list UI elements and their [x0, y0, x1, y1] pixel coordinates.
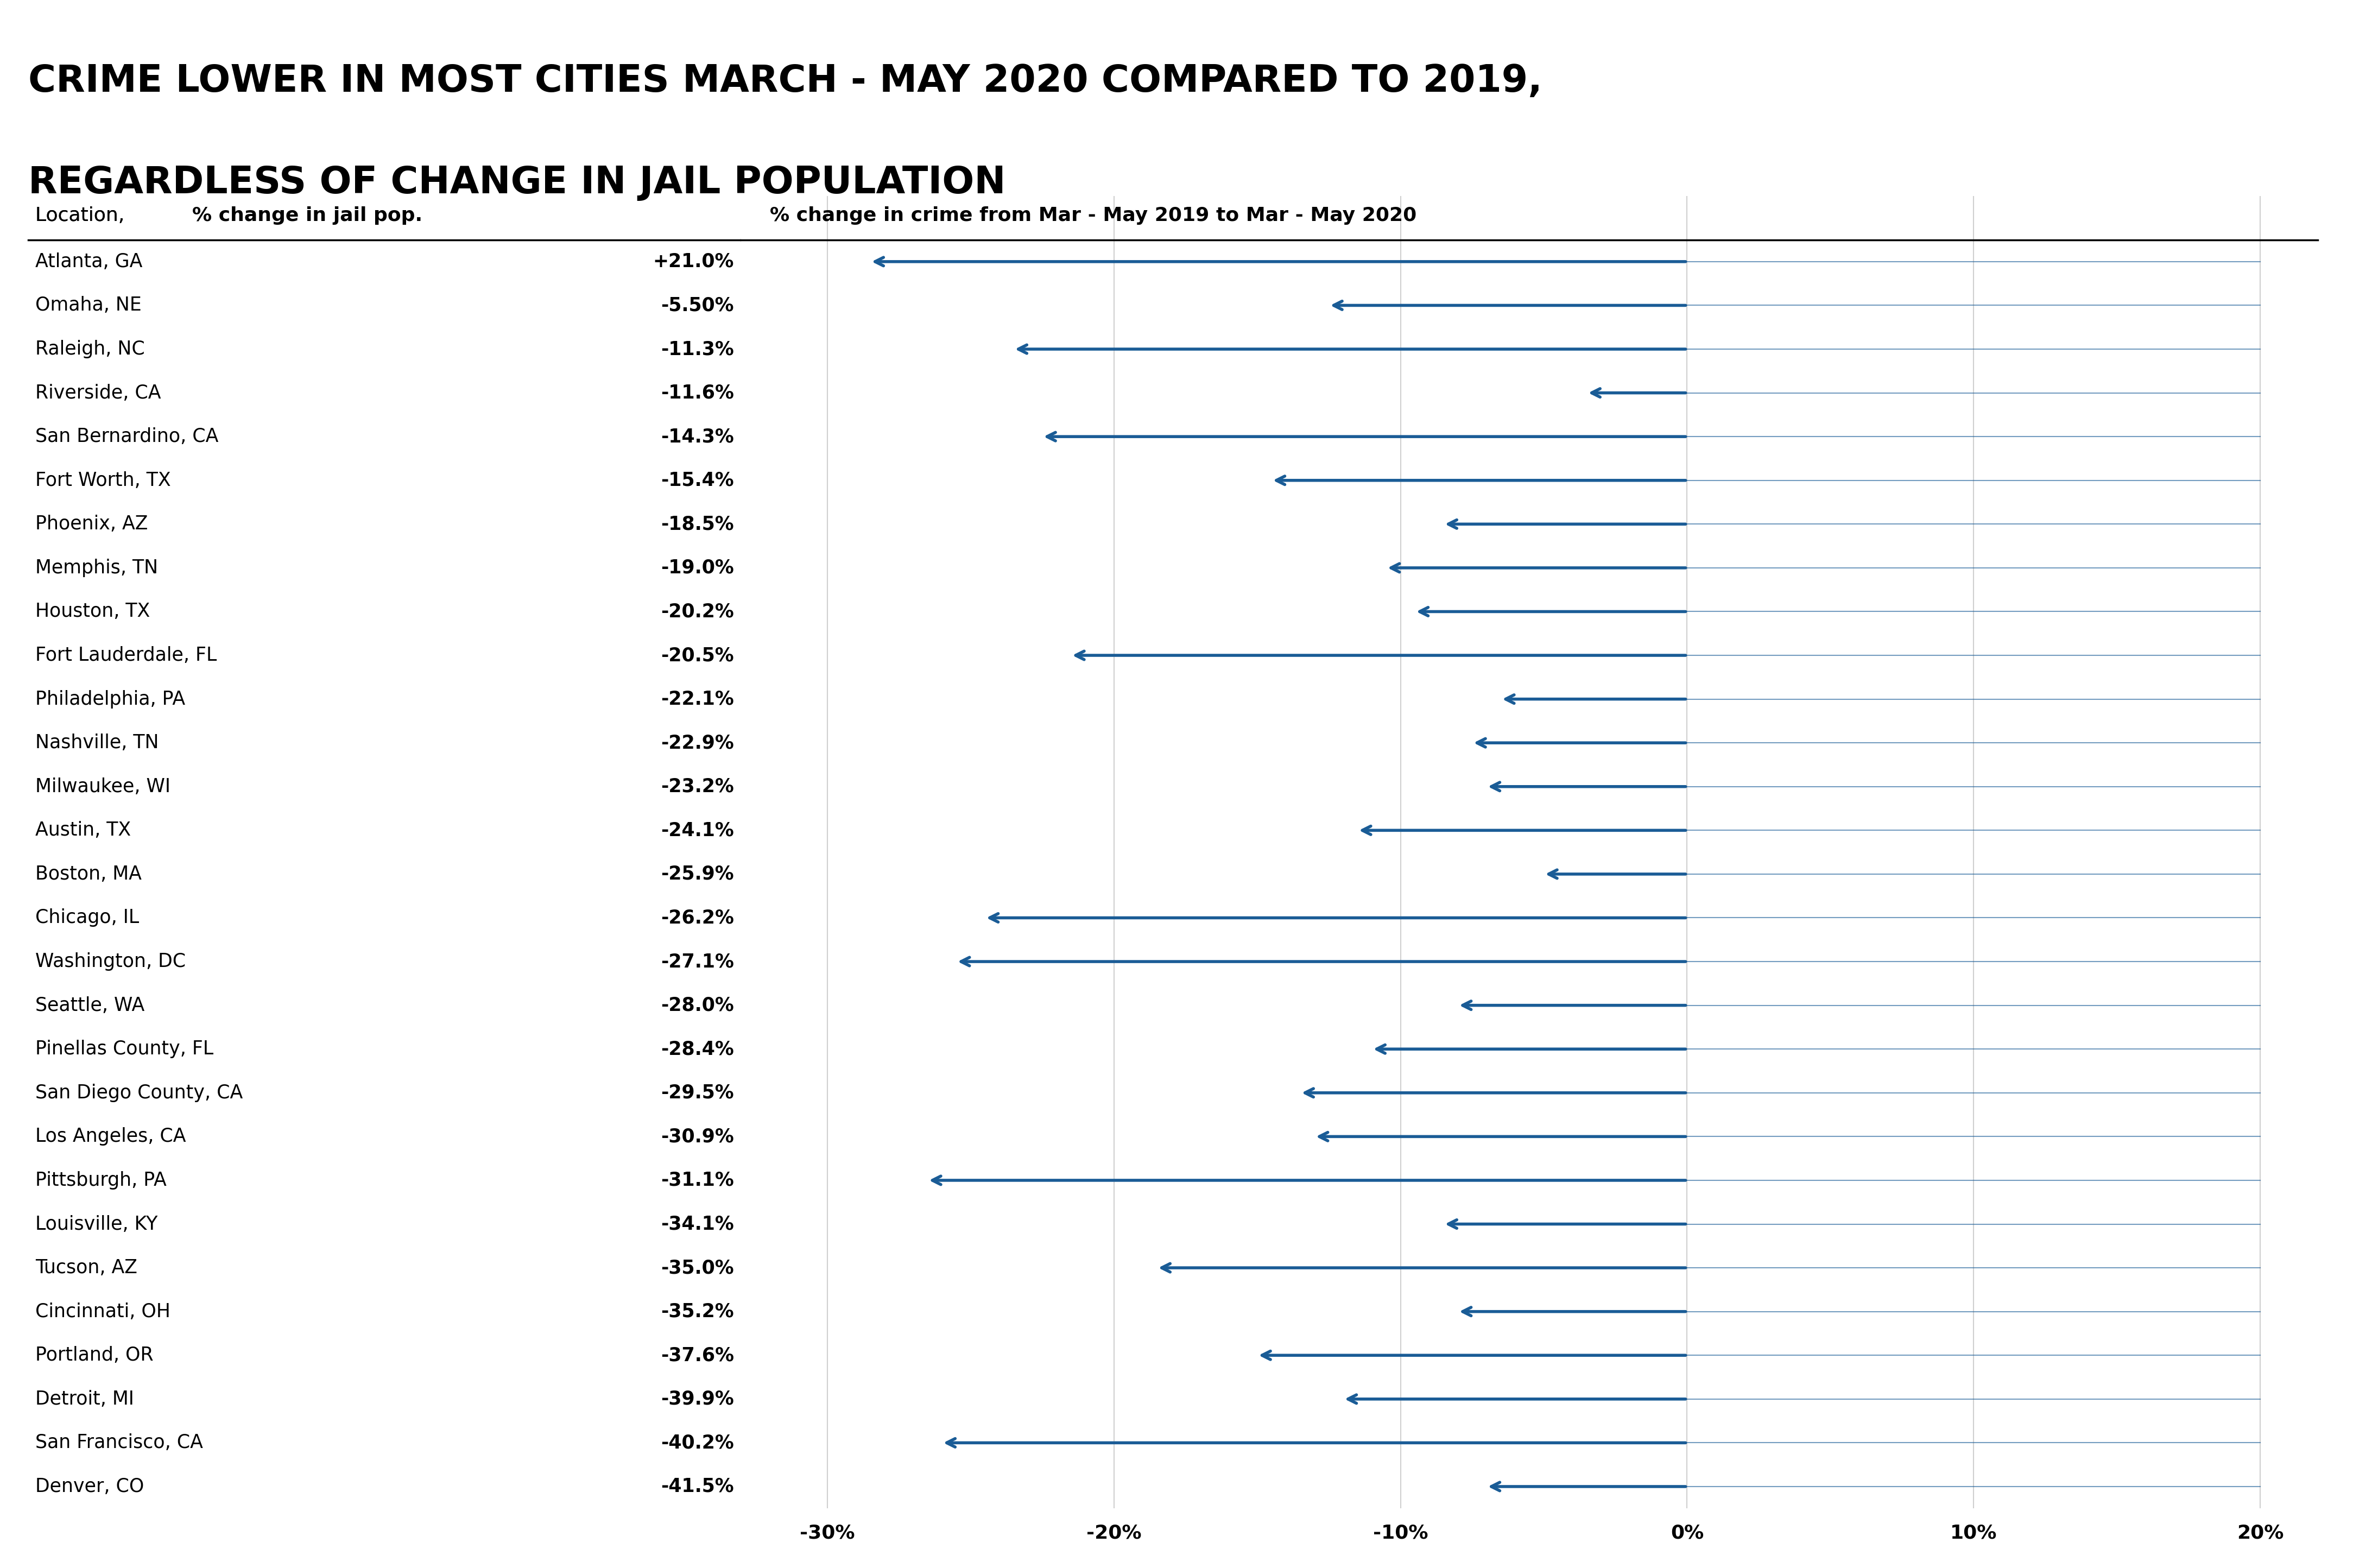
Text: Washington, DC: Washington, DC: [35, 952, 186, 971]
Text: -26.2%: -26.2%: [661, 908, 734, 927]
Text: -40.2%: -40.2%: [661, 1433, 734, 1452]
Text: -20.5%: -20.5%: [661, 646, 734, 665]
Text: Location,: Location,: [35, 207, 132, 224]
Text: Raleigh, NC: Raleigh, NC: [35, 340, 146, 359]
Text: -35.2%: -35.2%: [661, 1303, 734, 1320]
Text: REGARDLESS OF CHANGE IN JAIL POPULATION: REGARDLESS OF CHANGE IN JAIL POPULATION: [28, 165, 1005, 201]
Text: Portland, OR: Portland, OR: [35, 1345, 153, 1364]
Text: -15.4%: -15.4%: [661, 470, 734, 489]
Text: Phoenix, AZ: Phoenix, AZ: [35, 514, 148, 533]
Text: -11.6%: -11.6%: [661, 384, 734, 401]
Text: -20.2%: -20.2%: [661, 602, 734, 621]
Text: -28.0%: -28.0%: [661, 996, 734, 1014]
Text: Tucson, AZ: Tucson, AZ: [35, 1259, 136, 1276]
Text: -23.2%: -23.2%: [661, 778, 734, 797]
Text: Seattle, WA: Seattle, WA: [35, 996, 144, 1014]
Text: -35.0%: -35.0%: [661, 1259, 734, 1276]
Text: -5.50%: -5.50%: [661, 296, 734, 315]
Text: Pittsburgh, PA: Pittsburgh, PA: [35, 1171, 167, 1190]
Text: -14.3%: -14.3%: [661, 428, 734, 445]
Text: -11.3%: -11.3%: [661, 340, 734, 359]
Text: Austin, TX: Austin, TX: [35, 822, 132, 839]
Text: +21.0%: +21.0%: [654, 252, 734, 271]
Text: Boston, MA: Boston, MA: [35, 866, 141, 883]
Text: % change in jail pop.: % change in jail pop.: [193, 207, 424, 224]
Text: Denver, CO: Denver, CO: [35, 1477, 144, 1496]
Text: -41.5%: -41.5%: [661, 1477, 734, 1496]
Text: -22.9%: -22.9%: [661, 734, 734, 753]
Text: -19.0%: -19.0%: [661, 558, 734, 577]
Text: Cincinnati, OH: Cincinnati, OH: [35, 1303, 169, 1320]
Text: -30.9%: -30.9%: [661, 1127, 734, 1146]
Text: San Bernardino, CA: San Bernardino, CA: [35, 428, 219, 445]
Text: -31.1%: -31.1%: [661, 1171, 734, 1190]
Text: Detroit, MI: Detroit, MI: [35, 1389, 134, 1408]
Text: -28.4%: -28.4%: [661, 1040, 734, 1058]
Text: Location, % change in jail pop.: Location, % change in jail pop.: [35, 207, 374, 224]
Text: Houston, TX: Houston, TX: [35, 602, 151, 621]
Text: % change in crime from Mar - May 2019 to Mar - May 2020: % change in crime from Mar - May 2019 to…: [769, 207, 1417, 224]
Text: -37.6%: -37.6%: [661, 1345, 734, 1364]
Text: Los Angeles, CA: Los Angeles, CA: [35, 1127, 186, 1146]
Text: CRIME LOWER IN MOST CITIES MARCH - MAY 2020 COMPARED TO 2019,: CRIME LOWER IN MOST CITIES MARCH - MAY 2…: [28, 63, 1541, 99]
Text: Location,: Location,: [35, 207, 132, 224]
Text: Riverside, CA: Riverside, CA: [35, 384, 160, 401]
Text: -29.5%: -29.5%: [661, 1083, 734, 1102]
Text: -39.9%: -39.9%: [661, 1389, 734, 1408]
Text: -18.5%: -18.5%: [661, 514, 734, 533]
Text: Omaha, NE: Omaha, NE: [35, 296, 141, 315]
Text: Fort Lauderdale, FL: Fort Lauderdale, FL: [35, 646, 216, 665]
Text: Louisville, KY: Louisville, KY: [35, 1215, 158, 1234]
Text: Pinellas County, FL: Pinellas County, FL: [35, 1040, 214, 1058]
Text: -34.1%: -34.1%: [661, 1215, 734, 1234]
Text: San Francisco, CA: San Francisco, CA: [35, 1433, 202, 1452]
Text: Atlanta, GA: Atlanta, GA: [35, 252, 144, 271]
Text: Milwaukee, WI: Milwaukee, WI: [35, 778, 169, 797]
Text: Chicago, IL: Chicago, IL: [35, 908, 139, 927]
Text: -25.9%: -25.9%: [661, 866, 734, 883]
Text: Fort Worth, TX: Fort Worth, TX: [35, 470, 172, 489]
Text: -27.1%: -27.1%: [661, 952, 734, 971]
Text: Philadelphia, PA: Philadelphia, PA: [35, 690, 186, 709]
Text: Memphis, TN: Memphis, TN: [35, 558, 158, 577]
Text: San Diego County, CA: San Diego County, CA: [35, 1083, 242, 1102]
Text: Nashville, TN: Nashville, TN: [35, 734, 160, 753]
Text: -24.1%: -24.1%: [661, 822, 734, 839]
Text: -22.1%: -22.1%: [661, 690, 734, 709]
